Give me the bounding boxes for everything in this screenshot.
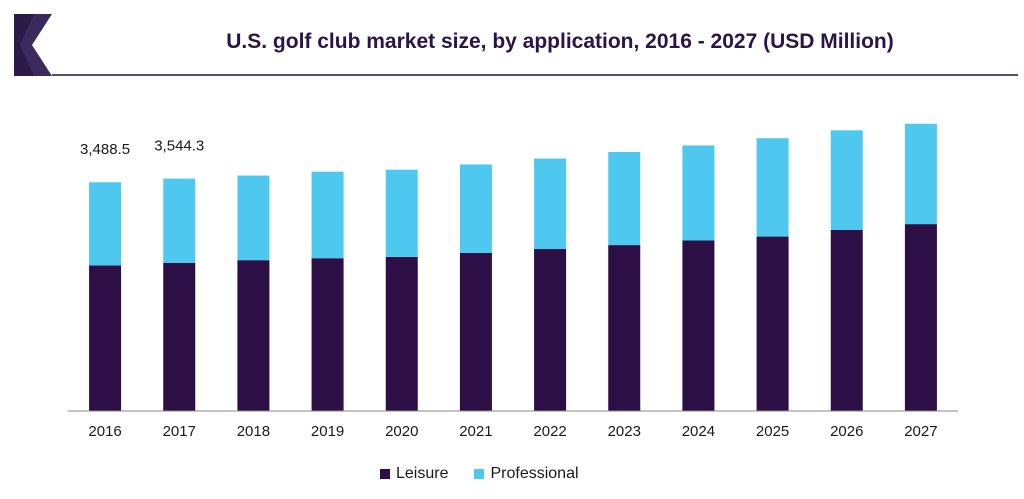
x-tick-label-2026: 2026 bbox=[830, 423, 863, 440]
bar-leisure-2020 bbox=[385, 256, 418, 411]
x-tick-labels: 2016 2017 2018 2019 2020 2021 2022 2023 2024 2025… bbox=[88, 423, 937, 440]
bar-leisure-2019 bbox=[311, 258, 344, 411]
bar-professional-2016 bbox=[89, 182, 122, 266]
bar-leisure-2022 bbox=[534, 249, 567, 411]
bar-professional-2023 bbox=[608, 151, 641, 246]
x-tick-label-2017: 2017 bbox=[163, 423, 196, 440]
bar-professional-2027 bbox=[904, 123, 937, 225]
legend-label-leisure: Leisure bbox=[396, 465, 449, 482]
bar-professional-2020 bbox=[385, 169, 418, 257]
legend-item-leisure: Leisure bbox=[380, 465, 448, 483]
bar-leisure-2025 bbox=[756, 236, 789, 411]
x-tick-label-2022: 2022 bbox=[533, 423, 566, 440]
bar-leisure-2023 bbox=[608, 245, 641, 411]
legend-label-professional: Professional bbox=[490, 465, 579, 482]
x-tick-label-2019: 2019 bbox=[311, 423, 344, 440]
bar-leisure-2016 bbox=[89, 265, 122, 411]
x-tick-label-2021: 2021 bbox=[459, 423, 492, 440]
bar-professional-2026 bbox=[830, 130, 863, 231]
x-tick-label-2016: 2016 bbox=[88, 423, 121, 440]
x-tick-label-2027: 2027 bbox=[904, 423, 937, 440]
grand-view-logo-icon bbox=[14, 14, 52, 76]
data-label-2017: 3,544.3 bbox=[154, 138, 204, 155]
x-tick-label-2020: 2020 bbox=[385, 423, 418, 440]
bar-professional-2019 bbox=[311, 171, 344, 259]
x-tick-label-2023: 2023 bbox=[608, 423, 641, 440]
legend-item-professional: Professional bbox=[474, 465, 579, 483]
bar-leisure-2017 bbox=[163, 262, 196, 411]
bar-professional-2022 bbox=[534, 158, 567, 250]
bar-leisure-2027 bbox=[904, 224, 937, 411]
legend-swatch-leisure bbox=[380, 469, 390, 479]
x-tick-label-2025: 2025 bbox=[756, 423, 789, 440]
bar-professional-2017 bbox=[163, 178, 196, 263]
bar-professional-2018 bbox=[237, 175, 270, 261]
data-label-2016: 3,488.5 bbox=[80, 141, 130, 158]
bar-leisure-2024 bbox=[682, 240, 715, 411]
x-tick-label-2018: 2018 bbox=[237, 423, 270, 440]
legend-swatch-professional bbox=[474, 469, 485, 479]
bars-group bbox=[89, 123, 937, 411]
bar-professional-2021 bbox=[459, 164, 492, 253]
legend: Leisure Professional bbox=[380, 465, 605, 483]
bar-leisure-2018 bbox=[237, 260, 270, 411]
data-labels: 3,488.5 3,544.3 bbox=[80, 138, 204, 159]
bar-professional-2025 bbox=[756, 138, 789, 237]
title-divider bbox=[52, 74, 1018, 76]
bar-leisure-2021 bbox=[459, 252, 492, 411]
x-tick-label-2024: 2024 bbox=[682, 423, 715, 440]
bar-professional-2024 bbox=[682, 145, 715, 241]
bar-leisure-2026 bbox=[830, 230, 863, 411]
chart-title: U.S. golf club market size, by applicati… bbox=[226, 30, 894, 53]
